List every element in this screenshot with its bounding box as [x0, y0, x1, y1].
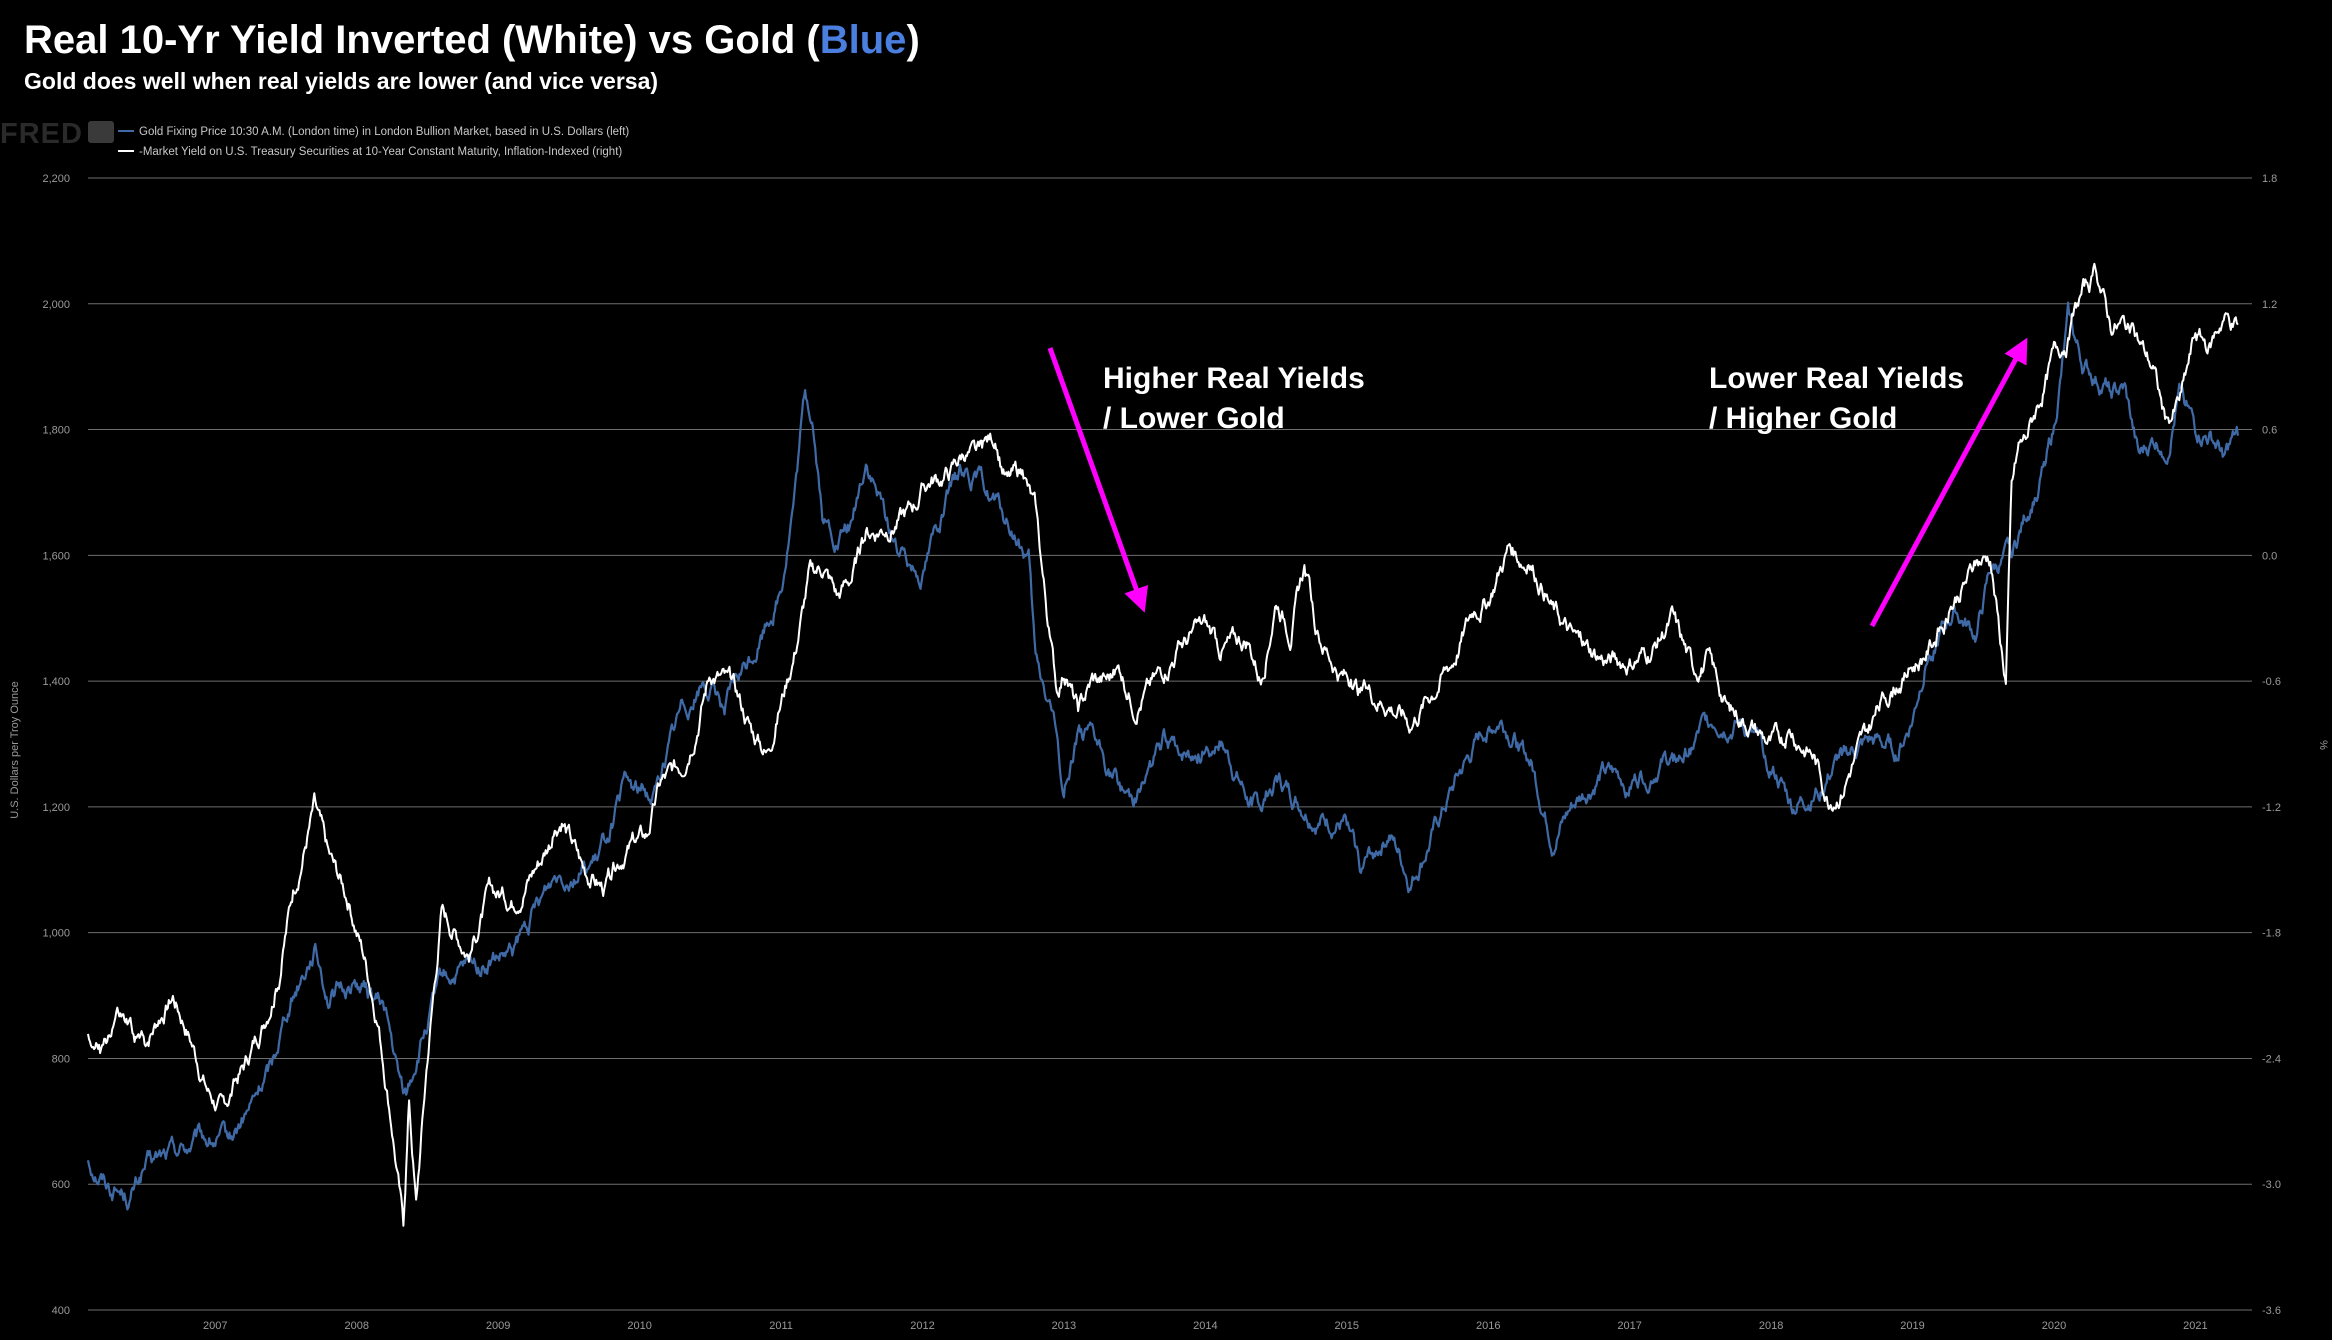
left-tick-label: 800: [52, 1053, 70, 1065]
right-tick-label: -3.0: [2262, 1179, 2281, 1191]
title-text: Real 10-Yr Yield Inverted (White) vs Gol…: [24, 18, 820, 62]
annotation-2-arrow: [1869, 337, 2028, 628]
x-tick-label: 2013: [1052, 1320, 1076, 1332]
left-axis: 400 600 800 1,000 1,200 1,400 1,600 1,800 2,000 2…: [42, 173, 70, 1317]
annotation-1-arrow: [1047, 347, 1149, 613]
chart-title: Real 10-Yr Yield Inverted (White) vs Gol…: [24, 18, 920, 63]
annotation-2-line-2: / Higher Gold: [1709, 402, 1897, 435]
gridlines: [88, 177, 2252, 1311]
right-tick-label: 1.8: [2262, 173, 2277, 185]
right-tick-label: 1.2: [2262, 299, 2277, 311]
x-tick-label: 2015: [1335, 1320, 1359, 1332]
right-tick-label: -1.8: [2262, 928, 2281, 940]
title-suffix: ): [906, 18, 920, 62]
left-tick-label: 1,000: [42, 928, 70, 940]
x-tick-label: 2009: [486, 1320, 510, 1332]
chart-subtitle: Gold does well when real yields are lowe…: [24, 68, 659, 94]
x-tick-label: 2017: [1617, 1320, 1641, 1332]
right-tick-label: -2.4: [2262, 1053, 2281, 1065]
right-tick-label: -3.6: [2262, 1305, 2281, 1317]
x-tick-label: 2021: [2183, 1320, 2207, 1332]
real-yield-inverted-line: [87, 262, 2239, 1227]
right-tick-label: 0.0: [2262, 550, 2277, 562]
title-blue-word: Blue: [819, 18, 907, 62]
annotation-2-line-1: Lower Real Yields: [1709, 362, 1964, 395]
legend-gold: Gold Fixing Price 10:30 A.M. (London tim…: [139, 126, 629, 138]
x-tick-label: 2010: [627, 1320, 651, 1332]
x-tick-label: 2018: [1759, 1320, 1783, 1332]
legend-yield: -Market Yield on U.S. Treasury Securitie…: [139, 146, 622, 158]
series: [86, 262, 2239, 1227]
left-tick-label: 1,800: [42, 425, 70, 437]
left-tick-label: 1,400: [42, 676, 70, 688]
left-tick-label: 600: [52, 1179, 70, 1191]
x-tick-label: 2020: [2042, 1320, 2066, 1332]
right-axis: -3.6 -3.0 -2.4 -1.8 -1.2 -0.6 0.0 0.6 1.2 1.8: [2262, 173, 2281, 1317]
chart-logo-icon: [88, 121, 114, 143]
legend: Gold Fixing Price 10:30 A.M. (London tim…: [118, 126, 629, 158]
x-tick-label: 2007: [203, 1320, 227, 1332]
left-tick-label: 400: [52, 1305, 70, 1317]
x-tick-label: 2016: [1476, 1320, 1500, 1332]
left-tick-label: 2,200: [42, 173, 70, 185]
fred-logo: FRED: [0, 118, 83, 150]
left-tick-label: 2,000: [42, 299, 70, 311]
x-tick-label: 2008: [344, 1320, 368, 1332]
x-tick-label: 2019: [1900, 1320, 1924, 1332]
x-tick-label: 2014: [1193, 1320, 1217, 1332]
right-axis-title: %: [2317, 740, 2329, 750]
annotation-1-line-2: / Lower Gold: [1103, 402, 1285, 435]
right-tick-label: -0.6: [2262, 676, 2281, 688]
left-tick-label: 1,200: [42, 802, 70, 814]
annotation-1-line-1: Higher Real Yields: [1103, 362, 1365, 395]
x-tick-label: 2012: [910, 1320, 934, 1332]
right-tick-label: 0.6: [2262, 425, 2277, 437]
x-axis: 2007 2008 2009 2010 2011 2012 2013 2014 2015 2016…: [203, 1320, 2208, 1332]
annotations: Higher Real Yields / Lower Gold Lower Re…: [1047, 337, 2028, 628]
right-tick-label: -1.2: [2262, 802, 2281, 814]
left-tick-label: 1,600: [42, 550, 70, 562]
x-tick-label: 2011: [769, 1320, 793, 1332]
left-axis-title: U.S. Dollars per Troy Ounce: [9, 681, 21, 819]
gold-price-line: [86, 301, 2239, 1211]
